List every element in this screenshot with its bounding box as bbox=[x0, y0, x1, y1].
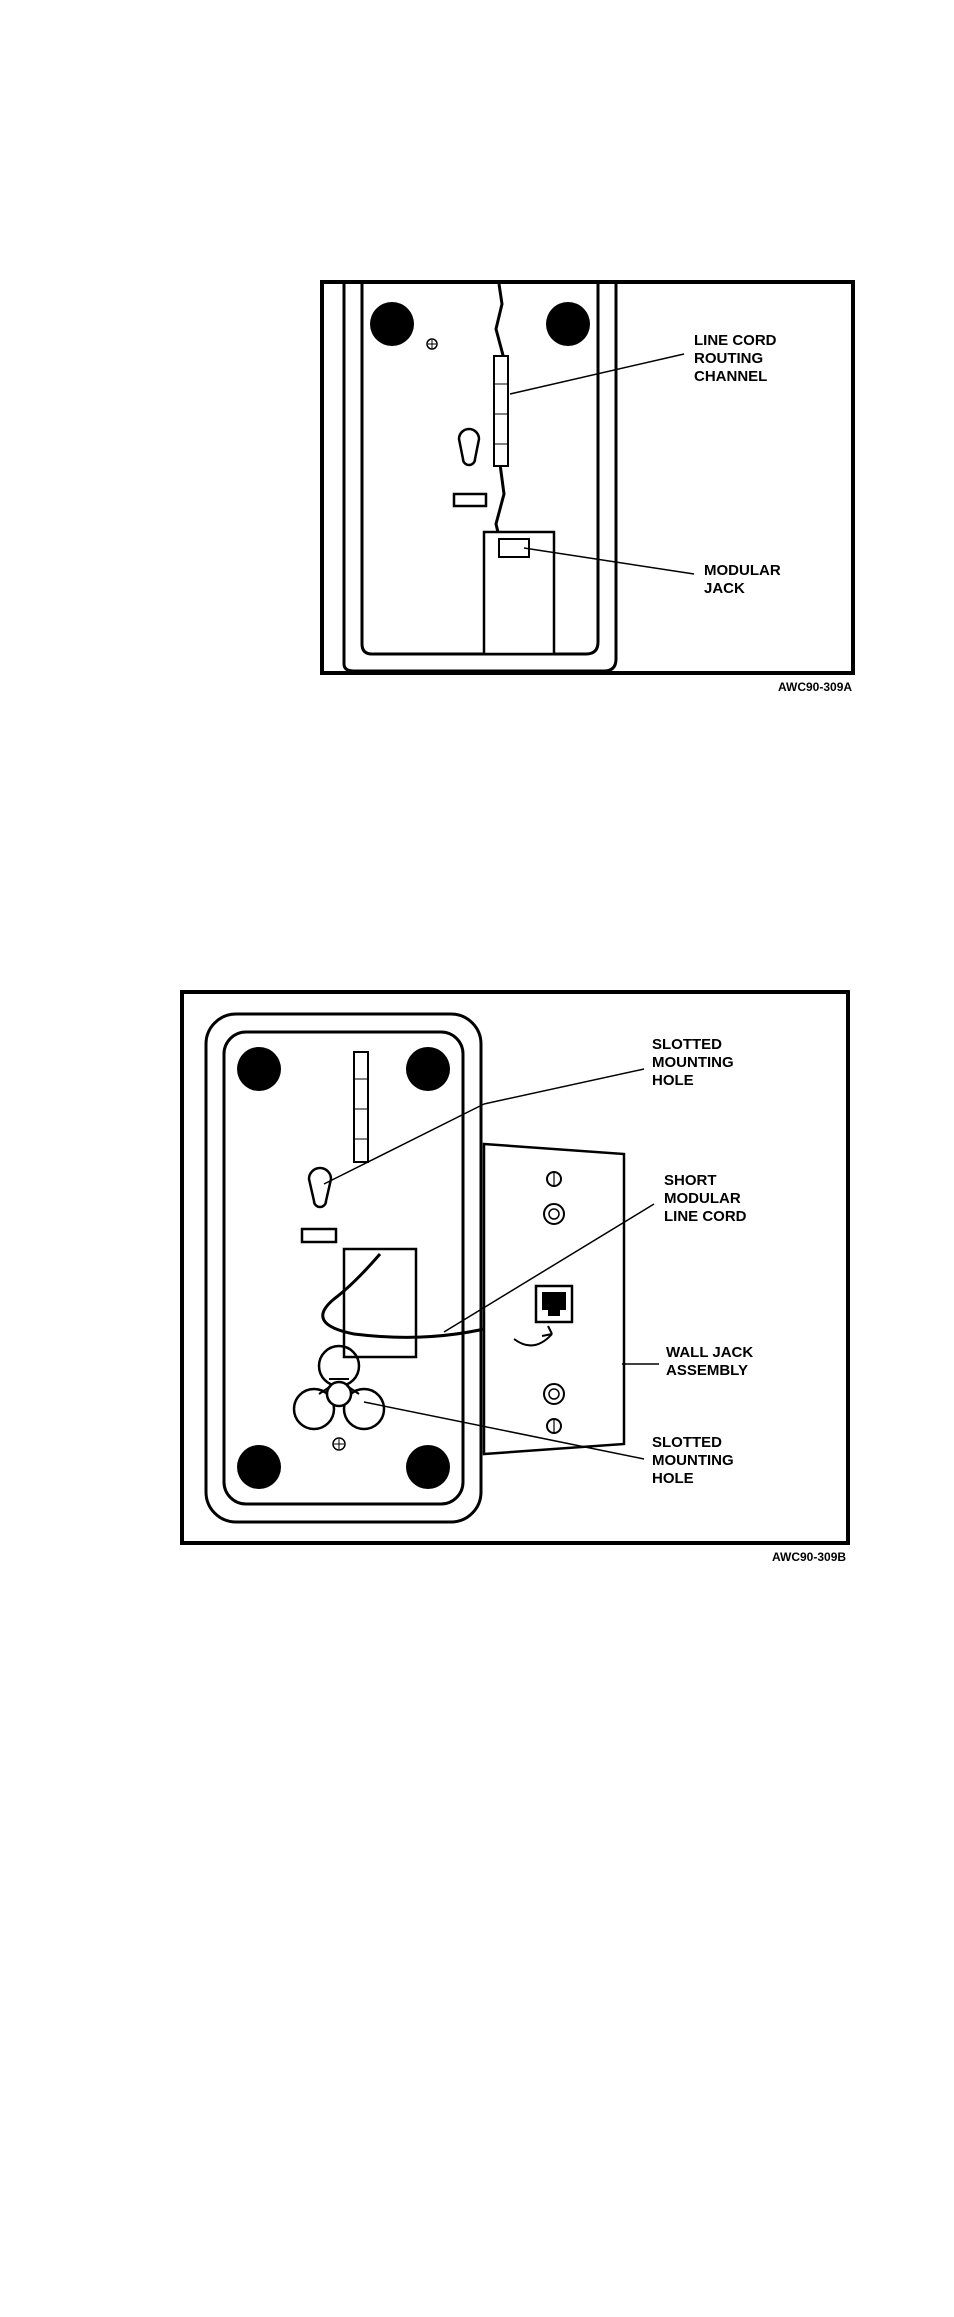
label-line-cord-routing: LINE CORD ROUTING CHANNEL bbox=[694, 332, 777, 386]
label-short-modular: SHORT MODULAR LINE CORD bbox=[664, 1172, 747, 1226]
figure-2: SLOTTED MOUNTING HOLE SHORT MODULAR LINE… bbox=[180, 990, 850, 1545]
label-modular-jack: MODULAR JACK bbox=[704, 562, 781, 598]
label-slotted-bottom: SLOTTED MOUNTING HOLE bbox=[652, 1434, 734, 1488]
figure-1: LINE CORD ROUTING CHANNEL MODULAR JACK bbox=[320, 280, 855, 675]
label-wall-jack: WALL JACK ASSEMBLY bbox=[666, 1344, 753, 1380]
label-slotted-top: SLOTTED MOUNTING HOLE bbox=[652, 1036, 734, 1090]
figure-1-caption: AWC90-309A bbox=[778, 680, 852, 694]
figure-2-caption: AWC90-309B bbox=[772, 1550, 846, 1564]
figure-2-drawing bbox=[184, 994, 846, 1541]
